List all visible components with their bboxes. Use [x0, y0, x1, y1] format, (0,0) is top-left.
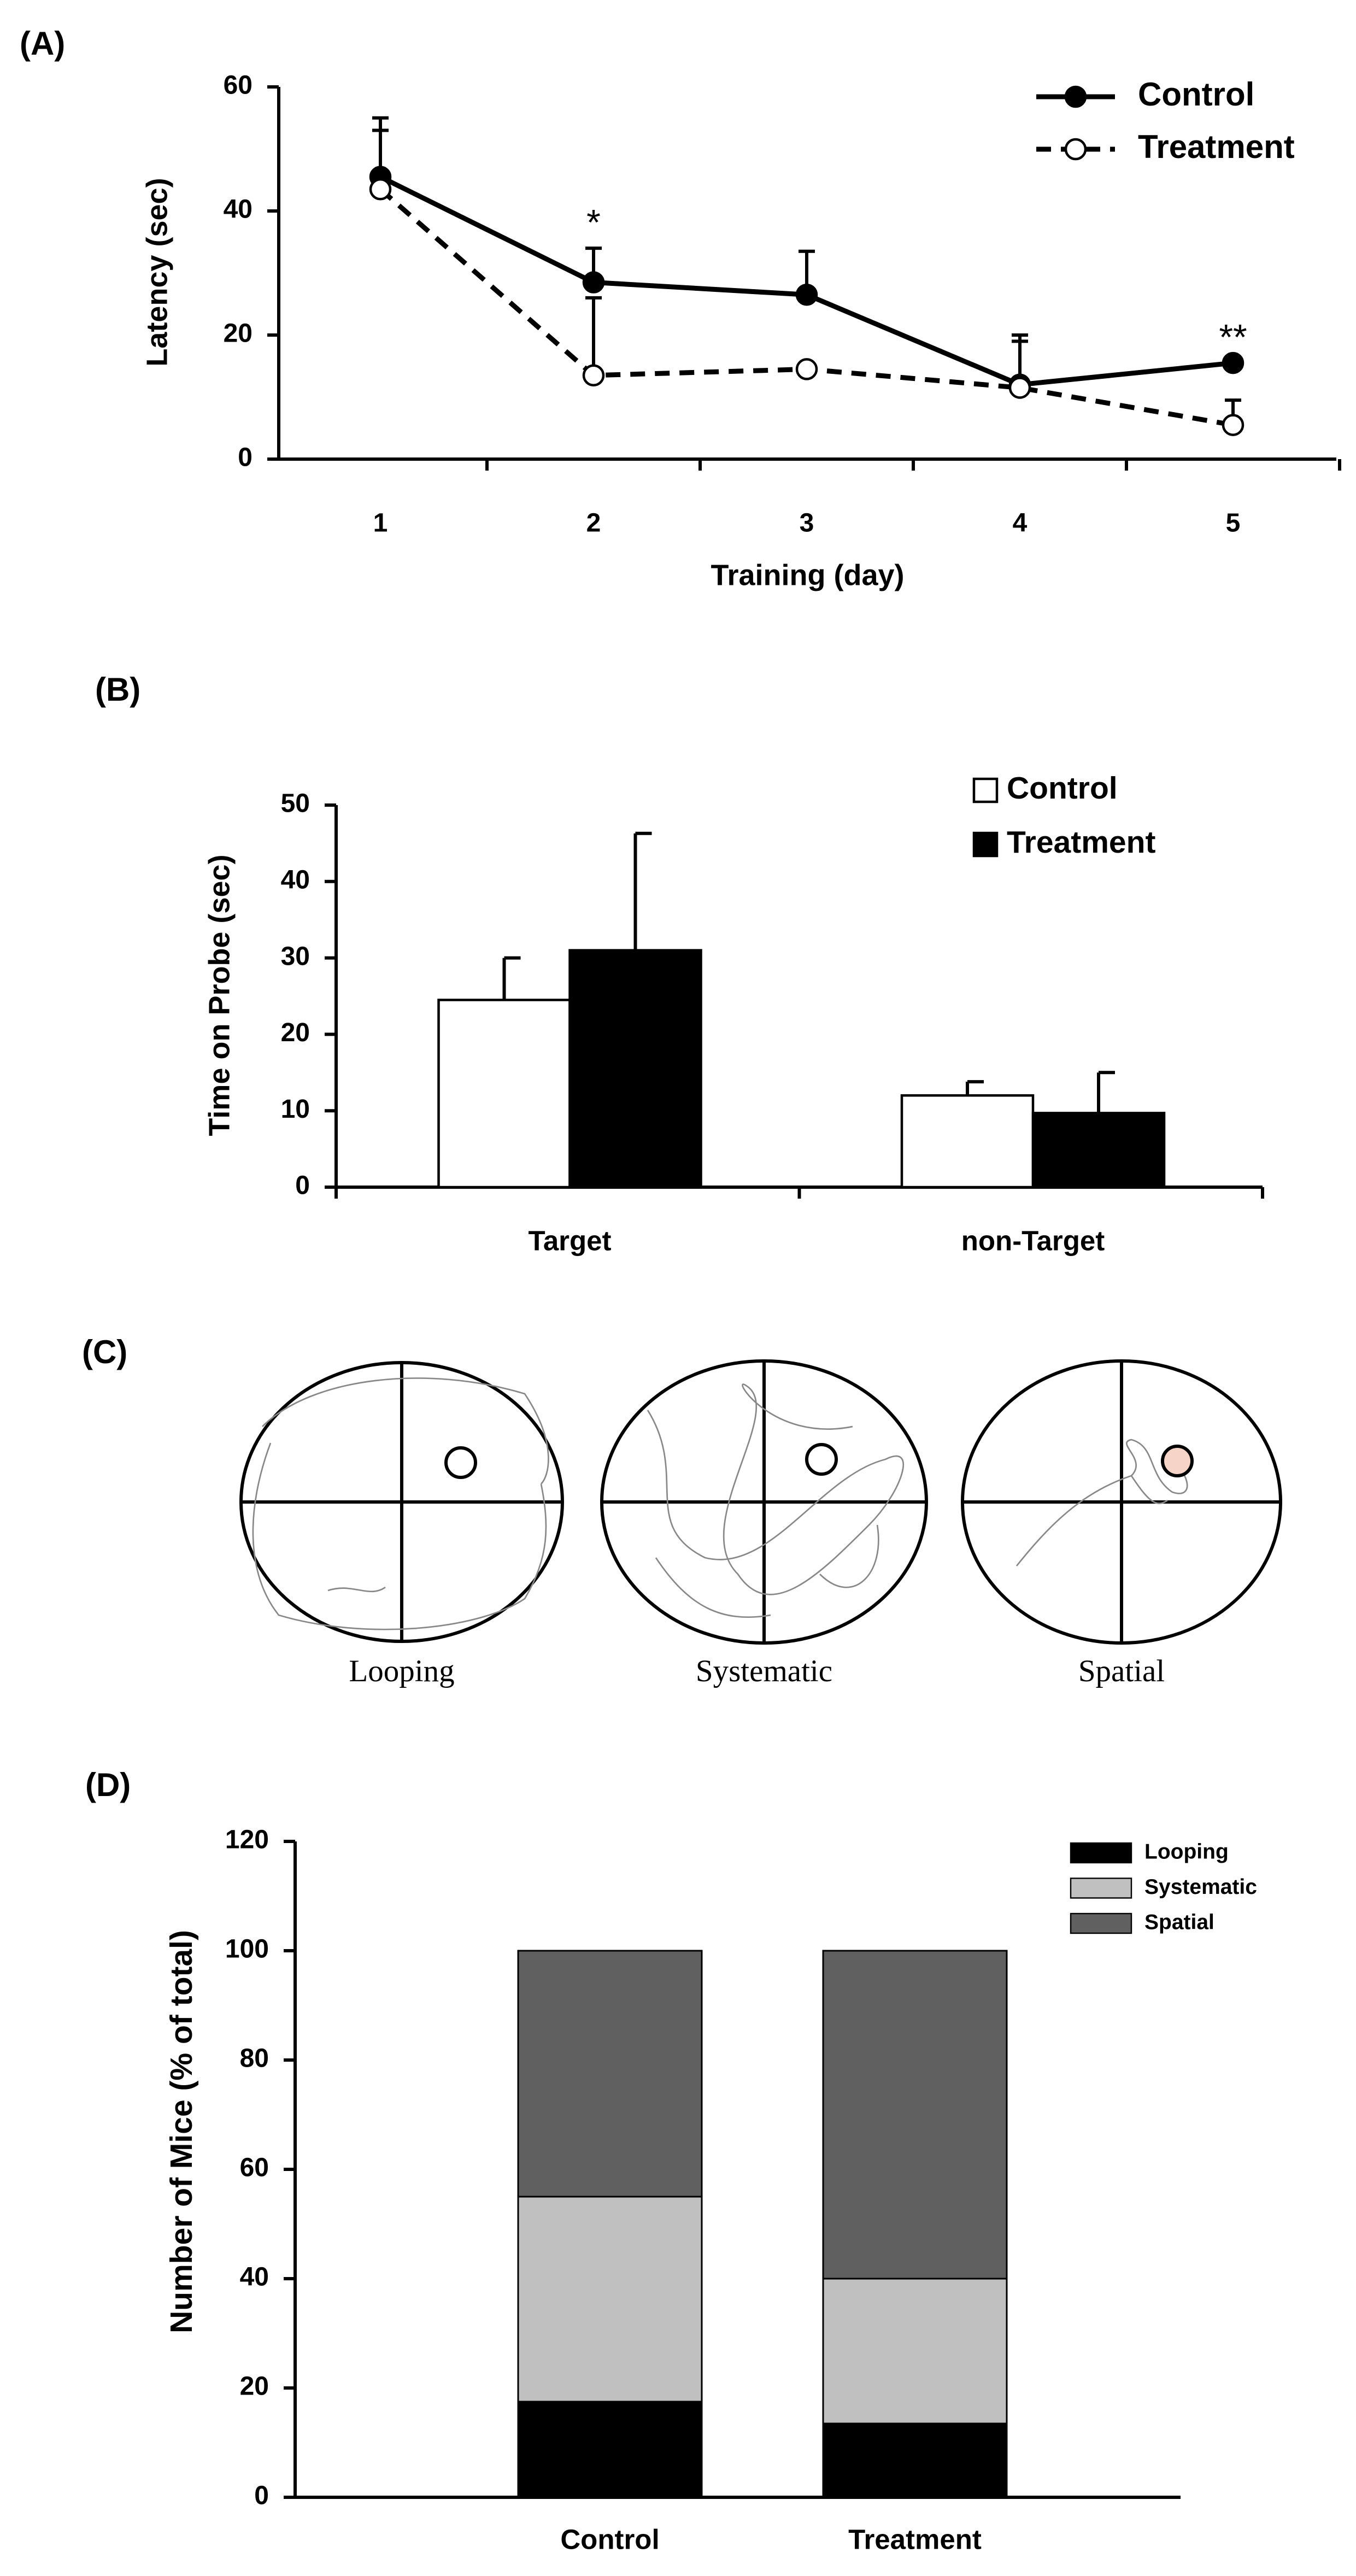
y-tick-label: 100	[225, 1935, 269, 1964]
legend-marker	[1064, 85, 1087, 108]
x-tick-label: 1	[373, 509, 388, 538]
legend-label: Control	[1007, 771, 1118, 806]
caption: Looping	[349, 1654, 454, 1688]
bar-segment	[822, 2278, 1008, 2425]
panel-label: (B)	[95, 671, 140, 708]
x-tick-label: 2	[586, 509, 601, 538]
track	[252, 1377, 549, 1630]
y-tick-label: 40	[224, 195, 253, 224]
x-axis-label: Training (day)	[711, 559, 904, 591]
legend-swatch	[972, 831, 999, 858]
y-tick-label: 80	[240, 2044, 269, 2073]
annotation: *	[586, 202, 601, 243]
legend-marker	[1064, 138, 1087, 161]
x-tick-label: 5	[1226, 509, 1241, 538]
y-tick-label: 0	[295, 1171, 310, 1200]
bar-segment	[822, 2422, 1008, 2498]
x-tick-label: 4	[1013, 509, 1028, 538]
y-tick-label: 0	[238, 443, 253, 472]
legend-label: Spatial	[1144, 1910, 1214, 1934]
y-tick-label: 60	[224, 71, 253, 100]
bar	[568, 949, 702, 1189]
legend-swatch	[972, 777, 999, 803]
y-tick-label: 20	[240, 2372, 269, 2401]
bar-segment	[517, 2401, 703, 2498]
legend-swatch	[1070, 1877, 1132, 1899]
panel-label: (C)	[82, 1334, 127, 1370]
x-tick-label: Treatment	[848, 2524, 982, 2555]
y-axis-label: Number of Mice (% of total)	[164, 1930, 199, 2333]
track	[1015, 1439, 1188, 1566]
legend-label: Systematic	[1144, 1875, 1257, 1899]
y-tick-label: 40	[281, 865, 310, 894]
y-tick-label: 40	[240, 2263, 269, 2292]
legend-label: Treatment	[1007, 825, 1155, 860]
y-tick-label: 20	[224, 319, 253, 348]
marker	[582, 364, 605, 387]
y-tick-label: 0	[254, 2481, 269, 2510]
y-tick-label: 60	[240, 2153, 269, 2182]
y-axis-label: Latency (sec)	[140, 178, 173, 366]
x-tick-label: 3	[800, 509, 814, 538]
marker	[369, 178, 392, 201]
legend-label: Looping	[1144, 1840, 1229, 1863]
bar	[1031, 1112, 1166, 1189]
legend-label: Control	[1138, 76, 1254, 113]
bar-segment	[822, 1950, 1008, 2280]
caption: Systematic	[696, 1654, 832, 1688]
platform	[1161, 1445, 1194, 1477]
x-tick-label: non-Target	[961, 1225, 1105, 1256]
y-tick-label: 120	[225, 1826, 269, 1855]
track	[647, 1383, 905, 1618]
y-tick-label: 30	[281, 942, 310, 971]
legend-swatch	[1070, 1842, 1132, 1864]
y-tick-label: 50	[281, 789, 310, 818]
legend-swatch	[1070, 1912, 1132, 1934]
panel-label: (A)	[20, 25, 65, 62]
marker	[1222, 414, 1245, 436]
platform	[444, 1446, 477, 1479]
x-tick-label: Target	[528, 1225, 611, 1256]
series-line	[379, 187, 1234, 428]
bar	[900, 1094, 1035, 1189]
x-tick-label: Control	[560, 2524, 659, 2555]
marker	[795, 283, 818, 306]
caption: Spatial	[1078, 1654, 1165, 1688]
marker	[582, 271, 605, 294]
marker	[795, 358, 818, 380]
y-tick-label: 10	[281, 1095, 310, 1124]
bar-segment	[517, 2196, 703, 2403]
panel-c: (C) Looping Systematic Spatial	[82, 1334, 1282, 1688]
bar	[437, 999, 571, 1189]
annotation: **	[1219, 317, 1247, 357]
platform	[805, 1443, 838, 1476]
y-axis-label: Time on Probe (sec)	[203, 854, 236, 1136]
marker	[1008, 377, 1031, 399]
y-tick-label: 20	[281, 1018, 310, 1047]
marker	[1222, 351, 1245, 374]
panel-label: (D)	[85, 1767, 131, 1803]
legend-label: Treatment	[1138, 128, 1295, 165]
bar-segment	[517, 1950, 703, 2198]
